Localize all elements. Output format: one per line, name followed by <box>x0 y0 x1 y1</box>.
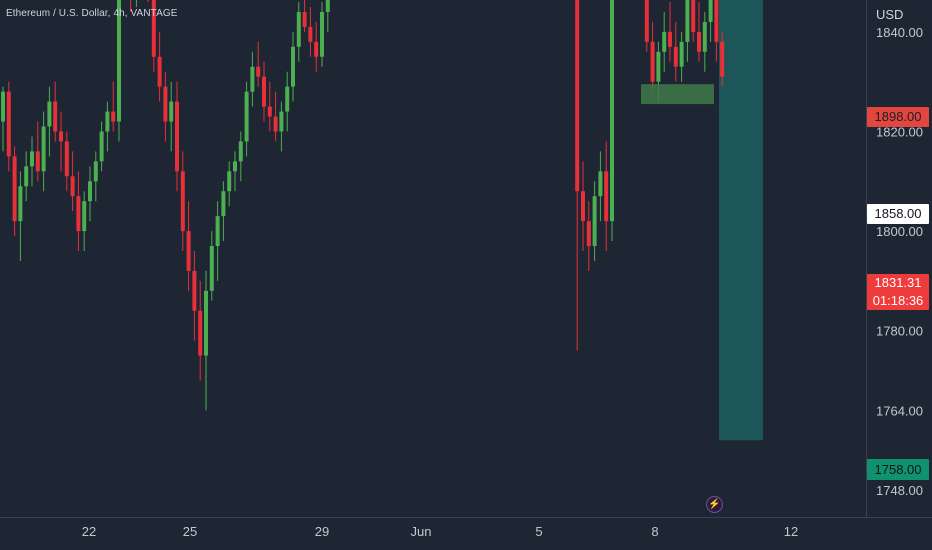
candle-body <box>82 201 87 232</box>
price-tick-label: 1780.00 <box>876 324 923 339</box>
time-tick-label: 5 <box>535 524 542 539</box>
take-profit-zone[interactable] <box>719 0 763 441</box>
candle-body <box>285 86 290 112</box>
candle-body <box>685 0 690 42</box>
candle-body <box>256 66 261 77</box>
candle-body <box>314 41 319 57</box>
candle-body <box>215 216 220 247</box>
price-tick-label: 1764.00 <box>876 403 923 418</box>
candle-body <box>99 131 104 162</box>
candle-body <box>308 26 313 42</box>
candle-body <box>679 41 684 67</box>
candle-body <box>209 246 214 291</box>
candle-body <box>117 0 121 122</box>
candle-body <box>296 11 301 47</box>
stop-loss-price-badge: 1898.00 <box>867 107 929 127</box>
candle-body <box>662 31 667 52</box>
candle-body <box>35 151 40 172</box>
candle-body <box>175 101 179 172</box>
candle-body <box>47 101 52 127</box>
candle-body <box>592 196 597 247</box>
candle-body <box>273 116 278 132</box>
candle-body <box>291 46 295 87</box>
candle-body <box>244 91 249 142</box>
price-tick-label: 1800.00 <box>876 224 923 239</box>
candle-body <box>714 0 719 42</box>
lightning-icon[interactable]: ⚡ <box>706 496 723 513</box>
candle-body <box>18 186 23 222</box>
candle-body <box>227 171 232 192</box>
candle-body <box>320 11 324 57</box>
candle-body <box>233 161 237 172</box>
candle-body <box>163 86 168 122</box>
candle-body <box>650 41 655 82</box>
entry-price-badge: 1858.00 <box>867 204 929 224</box>
candle-body <box>41 126 46 172</box>
candle-body <box>581 191 585 222</box>
candle-body <box>93 161 98 182</box>
candle-body <box>76 196 81 232</box>
candle-body <box>30 151 34 167</box>
candle-body <box>279 111 284 132</box>
time-tick-label: 12 <box>784 524 798 539</box>
candle-body <box>644 0 649 42</box>
candle-body <box>702 21 707 52</box>
candle-body <box>668 31 672 47</box>
price-tick-label: 1748.00 <box>876 483 923 498</box>
time-tick-label: Jun <box>411 524 432 539</box>
candle-body <box>6 91 11 157</box>
candle-body <box>70 176 75 197</box>
candle-body <box>221 191 226 217</box>
candle-body <box>151 0 156 57</box>
candle-body <box>708 0 713 22</box>
candle-body <box>53 101 58 132</box>
candle-body <box>610 0 614 222</box>
bar-countdown: 01:18:36 <box>872 293 924 308</box>
time-tick-label: 25 <box>183 524 197 539</box>
time-tick-label: 29 <box>315 524 329 539</box>
candle-body <box>64 141 69 177</box>
candle-body <box>111 111 116 122</box>
candle-body <box>720 41 725 77</box>
candle-body <box>673 46 678 67</box>
candle-body <box>180 171 185 232</box>
candle-body <box>575 0 580 192</box>
candle-body <box>586 221 591 247</box>
candle-body <box>12 156 17 222</box>
candle-body <box>250 66 255 92</box>
candle-body <box>697 31 701 52</box>
candle-body <box>238 141 243 162</box>
candle-body <box>105 111 110 132</box>
candle-body <box>267 106 272 117</box>
candle-body <box>169 101 174 122</box>
candle-body <box>604 171 609 222</box>
candle-body <box>302 11 307 27</box>
time-tick-label: 22 <box>82 524 96 539</box>
support-zone <box>641 84 714 105</box>
candle-body <box>88 181 92 202</box>
price-tick-label: 1840.00 <box>876 25 923 40</box>
last-price-value: 1831.31 <box>874 275 922 290</box>
candle-body <box>262 76 266 107</box>
candle-body <box>1 91 5 122</box>
symbol-title: Ethereum / U.S. Dollar, 4h, VANTAGE <box>6 8 178 19</box>
candle-body <box>157 56 162 87</box>
candle-body <box>691 0 696 32</box>
last-price-badge: 1831.31 01:18:36 <box>867 274 929 310</box>
candle-body <box>598 171 603 197</box>
currency-label: USD <box>876 7 904 22</box>
candle-body <box>192 270 197 311</box>
price-tick-label: 1820.00 <box>876 124 923 139</box>
time-tick-label: 8 <box>651 524 658 539</box>
candle-body <box>24 166 29 187</box>
candle-body <box>59 131 63 142</box>
candle-body <box>325 0 330 12</box>
candle-body <box>186 231 191 271</box>
candle-body <box>204 290 208 356</box>
candle-body <box>198 310 203 356</box>
candle-body <box>656 51 661 82</box>
take-profit-price-badge: 1758.00 <box>867 459 929 480</box>
